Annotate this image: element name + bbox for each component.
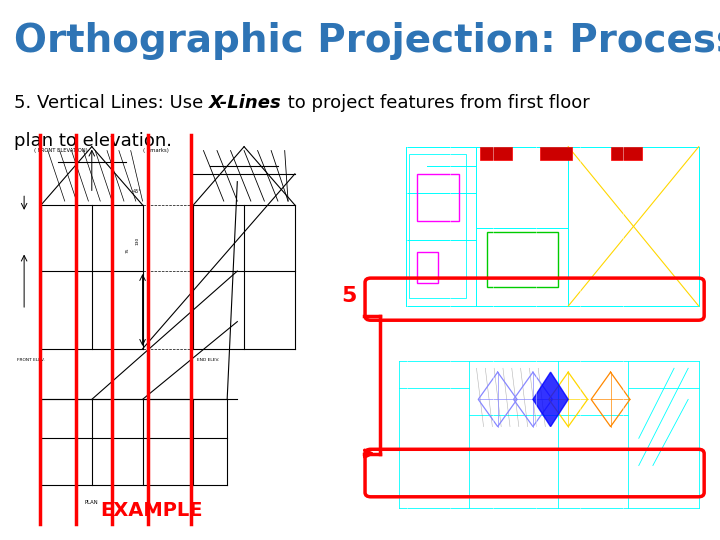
Bar <box>540 147 572 160</box>
Text: 5. Vertical Lines: Use: 5. Vertical Lines: Use <box>14 94 210 112</box>
Text: END ELEV.: END ELEV. <box>197 357 219 361</box>
Text: X-Lines: X-Lines <box>210 94 282 112</box>
Text: EXAMPLE: EXAMPLE <box>100 501 202 520</box>
Text: Orthographic Projection: Process: Orthographic Projection: Process <box>14 22 720 59</box>
Bar <box>416 174 459 220</box>
Text: PLAN: PLAN <box>85 501 99 505</box>
Bar <box>410 154 466 298</box>
Text: 45°: 45° <box>132 190 141 194</box>
Bar <box>611 147 642 160</box>
Text: 130: 130 <box>136 237 140 245</box>
Polygon shape <box>533 372 568 427</box>
Text: 5: 5 <box>342 286 357 306</box>
Text: FRONT ELEV.: FRONT ELEV. <box>17 357 45 361</box>
Bar <box>416 252 438 283</box>
Text: to project features from first floor: to project features from first floor <box>282 94 590 112</box>
Text: ( FRONT ELEVATION): ( FRONT ELEVATION) <box>35 148 88 153</box>
Text: ( 2marks): ( 2marks) <box>143 148 168 153</box>
Text: 75: 75 <box>125 247 130 253</box>
Bar <box>480 147 512 160</box>
Text: plan to elevation.: plan to elevation. <box>14 132 172 150</box>
Bar <box>487 232 557 287</box>
